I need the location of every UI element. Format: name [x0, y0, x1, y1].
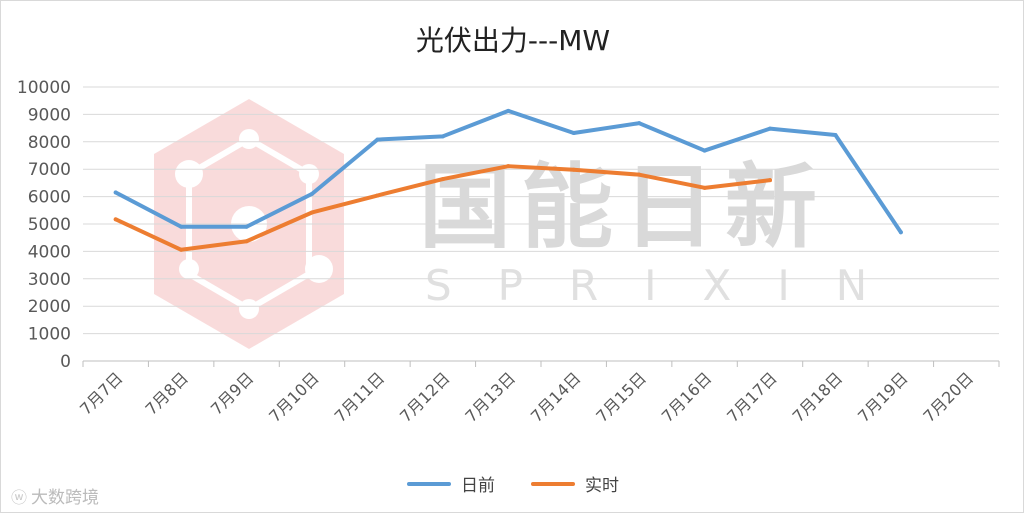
- data-point-series-1: [768, 126, 772, 131]
- data-point-series-1: [506, 108, 511, 113]
- x-tick-label: 7月17日: [723, 368, 781, 426]
- legend: 日前 实时: [1, 471, 1024, 496]
- x-tick-label: 7月13日: [461, 368, 519, 426]
- data-point-series-1: [833, 132, 838, 137]
- x-tick-label: 7月10日: [265, 368, 323, 426]
- y-tick-label: 1000: [28, 325, 71, 345]
- x-tick-label: 7月20日: [919, 368, 977, 426]
- corner-watermark-text: 大数跨境: [31, 488, 100, 508]
- data-point-series-1: [179, 224, 184, 229]
- data-point-series-1: [571, 131, 576, 136]
- watermark-sub: SPRIXIN: [425, 261, 914, 310]
- y-tick-label: 0: [60, 352, 71, 372]
- data-point-series-2: [440, 177, 445, 182]
- legend-item-series-1: 日前: [407, 471, 495, 496]
- y-tick-label: 10000: [17, 78, 71, 98]
- x-tick-label: 7月11日: [331, 368, 389, 426]
- series-line-1: [113, 108, 903, 235]
- data-point-series-2: [113, 217, 118, 222]
- weibo-icon: ⓦ: [11, 487, 28, 507]
- data-point-series-1: [898, 230, 903, 235]
- y-tick-label: 9000: [28, 105, 71, 125]
- x-tick-label: 7月15日: [592, 368, 650, 426]
- data-point-series-2: [375, 193, 380, 198]
- x-tick-label: 7月16日: [658, 368, 716, 426]
- y-tick-label: 3000: [28, 270, 71, 290]
- y-tick-label: 6000: [28, 188, 71, 208]
- data-point-series-2: [637, 172, 642, 177]
- y-tick-label: 2000: [28, 297, 71, 317]
- y-tick-label: 5000: [28, 215, 71, 235]
- data-point-series-1: [310, 191, 314, 196]
- data-point-series-1: [113, 190, 118, 195]
- chart-title: 光伏出力---MW: [415, 24, 611, 57]
- legend-item-series-2: 实时: [531, 471, 619, 496]
- data-point-series-1: [244, 224, 249, 229]
- y-tick-label: 8000: [28, 133, 71, 153]
- y-tick-label: 4000: [28, 242, 71, 262]
- data-point-series-2: [179, 247, 184, 252]
- legend-swatch-series-2: [531, 481, 575, 486]
- data-point-series-1: [440, 134, 445, 139]
- legend-swatch-series-1: [407, 481, 451, 486]
- data-point-series-2: [571, 167, 576, 172]
- x-tick-label: 7月7日: [76, 368, 126, 418]
- corner-watermark: ⓦ 大数跨境: [11, 483, 100, 509]
- x-tick-label: 7月8日: [142, 368, 192, 418]
- legend-label-series-2: 实时: [585, 476, 619, 496]
- data-point-series-2: [702, 185, 707, 190]
- x-tick-label: 7月14日: [527, 368, 585, 426]
- x-tick-label: 7月18日: [789, 368, 847, 426]
- data-point-series-2: [244, 239, 249, 244]
- data-point-series-2: [310, 210, 314, 215]
- data-point-series-1: [702, 148, 707, 153]
- data-point-series-1: [637, 121, 642, 126]
- data-point-series-1: [375, 137, 380, 142]
- x-tick-label: 7月12日: [396, 368, 454, 426]
- x-tick-label: 7月19日: [854, 368, 912, 426]
- data-point-series-2: [768, 178, 772, 183]
- y-tick-label: 7000: [28, 160, 71, 180]
- data-point-series-2: [506, 164, 511, 169]
- legend-label-series-1: 日前: [461, 476, 495, 496]
- x-tick-label: 7月9日: [207, 368, 257, 418]
